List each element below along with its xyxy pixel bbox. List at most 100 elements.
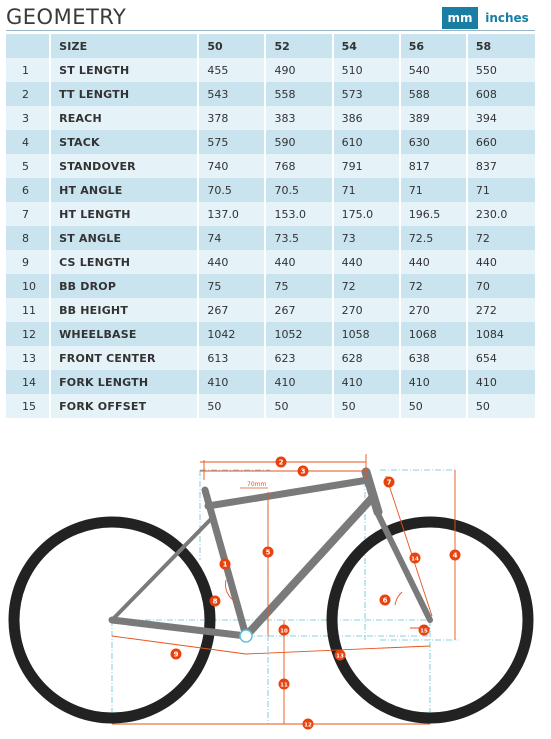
value-cell: 50 bbox=[199, 394, 267, 418]
row-label: HT ANGLE bbox=[51, 178, 200, 202]
value-cell: 70.5 bbox=[199, 178, 267, 202]
marker-badge bbox=[278, 624, 290, 636]
value-cell: 50 bbox=[400, 394, 468, 418]
value-cell: 610 bbox=[333, 130, 401, 154]
value-cell: 50 bbox=[467, 394, 535, 418]
row-label: REACH bbox=[51, 106, 200, 130]
value-cell: 137.0 bbox=[199, 202, 267, 226]
value-cell: 654 bbox=[467, 346, 535, 370]
marker-number: 12 bbox=[304, 723, 312, 729]
bottom-bracket bbox=[239, 629, 253, 643]
marker-number: 2 bbox=[279, 459, 284, 467]
dimension-marker: 10 bbox=[278, 624, 290, 636]
row-number: 12 bbox=[6, 322, 52, 346]
value-cell: 837 bbox=[467, 154, 535, 178]
marker-badge bbox=[278, 678, 290, 690]
size-header: 56 bbox=[400, 34, 468, 58]
dimension-marker: 9 bbox=[170, 648, 182, 660]
value-cell: 440 bbox=[400, 250, 468, 274]
value-cell: 73 bbox=[333, 226, 401, 250]
value-cell: 440 bbox=[199, 250, 267, 274]
marker-badge bbox=[302, 718, 314, 730]
value-cell: 175.0 bbox=[333, 202, 401, 226]
value-cell: 575 bbox=[199, 130, 267, 154]
dimension-marker: 2 bbox=[275, 456, 287, 468]
row-label: TT LENGTH bbox=[51, 82, 200, 106]
row-label: BB HEIGHT bbox=[51, 298, 200, 322]
marker-badge bbox=[170, 648, 182, 660]
row-number: 13 bbox=[6, 346, 52, 370]
marker-badge bbox=[275, 456, 287, 468]
value-cell: 440 bbox=[467, 250, 535, 274]
value-cell: 623 bbox=[266, 346, 334, 370]
table-row: 13 FRONT CENTER 613 623 628 638 654 bbox=[6, 346, 535, 370]
table-row: 3 REACH 378 383 386 389 394 bbox=[6, 106, 535, 130]
unit-mm-button[interactable]: mm bbox=[442, 7, 478, 29]
value-cell: 440 bbox=[266, 250, 334, 274]
row-number: 6 bbox=[6, 178, 52, 202]
unit-inches-button[interactable]: inches bbox=[478, 7, 536, 29]
header-divider bbox=[6, 30, 535, 31]
marker-number: 6 bbox=[383, 597, 388, 605]
marker-number: 8 bbox=[213, 598, 218, 606]
marker-number: 9 bbox=[174, 651, 179, 659]
table-row: 9 CS LENGTH 440 440 440 440 440 bbox=[6, 250, 535, 274]
header: GEOMETRY mm inches bbox=[0, 0, 551, 34]
marker-number: 13 bbox=[336, 654, 344, 660]
marker-badge bbox=[297, 465, 309, 477]
marker-number: 3 bbox=[301, 468, 306, 476]
value-cell: 71 bbox=[400, 178, 468, 202]
value-cell: 410 bbox=[467, 370, 535, 394]
down-tube bbox=[242, 494, 376, 640]
offset-label: 70mm bbox=[247, 481, 266, 488]
value-cell: 389 bbox=[400, 106, 468, 130]
marker-badge bbox=[379, 594, 391, 606]
row-label: CS LENGTH bbox=[51, 250, 200, 274]
value-cell: 74 bbox=[199, 226, 267, 250]
front-wheel bbox=[326, 516, 534, 724]
marker-number: 7 bbox=[387, 479, 392, 487]
marker-number: 14 bbox=[411, 557, 419, 563]
value-cell: 267 bbox=[199, 298, 267, 322]
value-cell: 196.5 bbox=[400, 202, 468, 226]
marker-number: 1 bbox=[223, 561, 228, 569]
value-cell: 768 bbox=[266, 154, 334, 178]
row-number: 10 bbox=[6, 274, 52, 298]
dimension-marker: 1 bbox=[219, 558, 231, 570]
value-cell: 73.5 bbox=[266, 226, 334, 250]
page-title: GEOMETRY bbox=[6, 5, 127, 29]
header-size-label: SIZE bbox=[51, 34, 200, 58]
value-cell: 608 bbox=[467, 82, 535, 106]
value-cell: 72.5 bbox=[400, 226, 468, 250]
marker-badge bbox=[262, 546, 274, 558]
row-number: 8 bbox=[6, 226, 52, 250]
value-cell: 270 bbox=[400, 298, 468, 322]
row-label: HT LENGTH bbox=[51, 202, 200, 226]
dimension-marker: 4 bbox=[449, 549, 461, 561]
row-number: 9 bbox=[6, 250, 52, 274]
row-label: BB DROP bbox=[51, 274, 200, 298]
dim-line bbox=[385, 475, 433, 617]
wheels bbox=[8, 516, 534, 724]
row-number: 14 bbox=[6, 370, 52, 394]
value-cell: 638 bbox=[400, 346, 468, 370]
value-cell: 660 bbox=[467, 130, 535, 154]
value-cell: 1058 bbox=[333, 322, 401, 346]
value-cell: 440 bbox=[333, 250, 401, 274]
fork bbox=[373, 507, 433, 623]
dimension-marker: 3 bbox=[297, 465, 309, 477]
value-cell: 230.0 bbox=[467, 202, 535, 226]
dimension-marker: 12 bbox=[302, 718, 314, 730]
dimension-marker: 7 bbox=[383, 476, 395, 488]
value-cell: 1052 bbox=[266, 322, 334, 346]
row-label: ST LENGTH bbox=[51, 58, 200, 82]
row-label: ST ANGLE bbox=[51, 226, 200, 250]
dim-line bbox=[111, 635, 247, 655]
marker-badge bbox=[334, 649, 346, 661]
table-row: 4 STACK 575 590 610 630 660 bbox=[6, 130, 535, 154]
value-cell: 558 bbox=[266, 82, 334, 106]
value-cell: 410 bbox=[400, 370, 468, 394]
value-cell: 510 bbox=[333, 58, 401, 82]
table-row: 7 HT LENGTH 137.0 153.0 175.0 196.5 230.0 bbox=[6, 202, 535, 226]
